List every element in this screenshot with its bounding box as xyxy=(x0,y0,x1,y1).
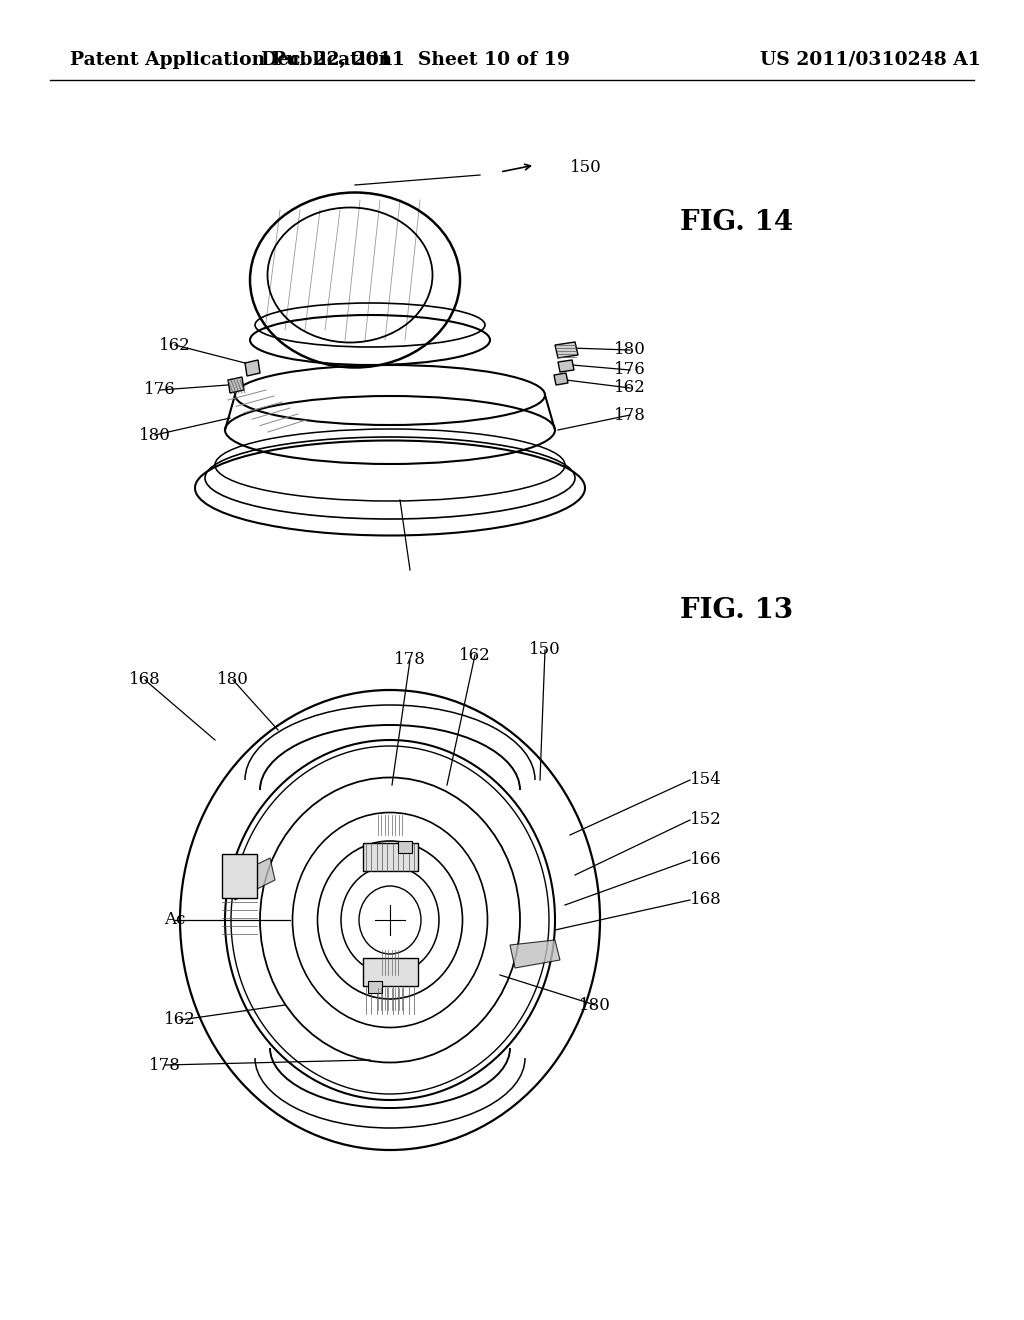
Text: 176: 176 xyxy=(144,381,176,399)
Text: Patent Application Publication: Patent Application Publication xyxy=(70,51,392,69)
Text: 162: 162 xyxy=(459,647,490,664)
Bar xyxy=(368,981,382,993)
Text: FIG. 14: FIG. 14 xyxy=(680,209,794,235)
Text: 178: 178 xyxy=(394,652,426,668)
Text: 180: 180 xyxy=(579,997,611,1014)
Text: 178: 178 xyxy=(150,1056,181,1073)
Bar xyxy=(222,854,257,898)
Text: 150: 150 xyxy=(529,642,561,659)
Text: Dec. 22, 2011  Sheet 10 of 19: Dec. 22, 2011 Sheet 10 of 19 xyxy=(260,51,569,69)
Text: 180: 180 xyxy=(614,342,646,359)
Polygon shape xyxy=(225,858,275,900)
Bar xyxy=(362,843,418,871)
Text: FIG. 13: FIG. 13 xyxy=(680,597,794,623)
Text: 176: 176 xyxy=(614,362,646,379)
Text: US 2011/0310248 A1: US 2011/0310248 A1 xyxy=(760,51,980,69)
Text: 162: 162 xyxy=(164,1011,196,1028)
Text: 178: 178 xyxy=(614,407,646,424)
Polygon shape xyxy=(245,360,260,376)
Polygon shape xyxy=(558,360,574,372)
Polygon shape xyxy=(228,378,244,393)
Bar xyxy=(362,958,418,986)
Text: 150: 150 xyxy=(570,160,602,177)
Polygon shape xyxy=(510,940,560,968)
Text: 162: 162 xyxy=(159,337,190,354)
Text: 168: 168 xyxy=(129,672,161,689)
Text: 180: 180 xyxy=(217,672,249,689)
Text: 152: 152 xyxy=(690,812,722,829)
Polygon shape xyxy=(555,342,578,358)
Text: Ac: Ac xyxy=(164,912,185,928)
Text: 162: 162 xyxy=(614,380,646,396)
Text: 166: 166 xyxy=(690,851,722,869)
Polygon shape xyxy=(554,374,568,385)
Bar xyxy=(398,841,412,853)
Text: 168: 168 xyxy=(690,891,722,908)
Text: 180: 180 xyxy=(139,426,171,444)
Text: 154: 154 xyxy=(690,771,722,788)
